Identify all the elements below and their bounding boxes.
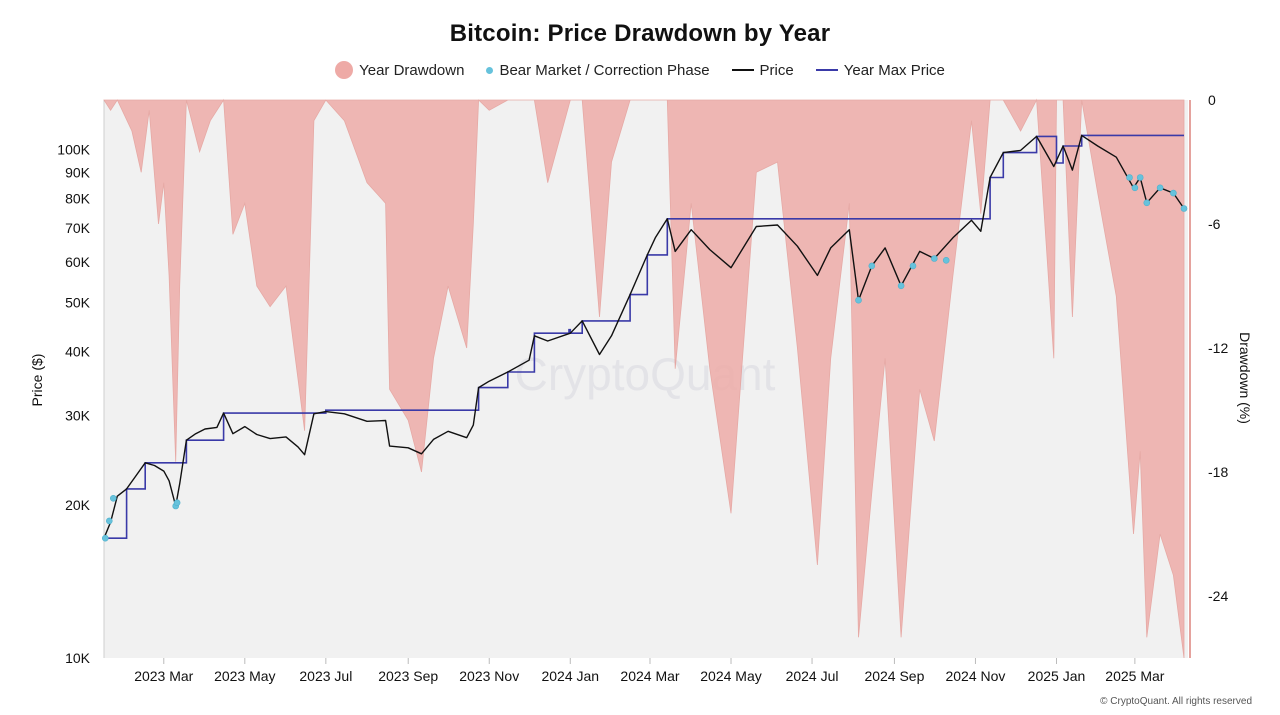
y-right-tick-label: 0: [1208, 92, 1216, 108]
x-tick-label: 2023 Sep: [378, 668, 438, 684]
y-left-tick-label: 20K: [65, 497, 91, 513]
x-tick-label: 2025 Jan: [1028, 668, 1086, 684]
bear-market-swatch-icon: [486, 66, 494, 74]
legend-label: Year Drawdown: [359, 61, 465, 79]
x-tick-label: 2023 Nov: [459, 668, 519, 684]
legend-label: Price: [759, 61, 794, 79]
price-line: [103, 134, 1185, 539]
bear-market-point: [930, 255, 938, 262]
y-left-tick-label: 30K: [65, 407, 91, 423]
y-left-tick-label: 70K: [65, 220, 91, 236]
x-tick-label: 2025 Mar: [1105, 668, 1164, 684]
y-left-tick-label: 60K: [65, 254, 91, 270]
x-tick-label: 2023 Mar: [134, 668, 193, 684]
bear-market-point: [1143, 199, 1151, 207]
x-tick-label: 2023 May: [214, 668, 275, 684]
bear-market-point: [855, 296, 862, 304]
x-tick-label: 2024 Sep: [864, 668, 924, 684]
x-tick-label: 2024 May: [700, 668, 761, 684]
bear-market-point: [942, 256, 950, 264]
y-right-tick-label: -6: [1208, 216, 1221, 232]
x-tick-label: 2024 Nov: [945, 668, 1005, 684]
y-left-tick-label: 10K: [65, 650, 91, 666]
y-left-tick-label: 100K: [57, 141, 90, 157]
copyright-credit: © CryptoQuant. All rights reserved: [1100, 696, 1252, 707]
x-ticks: 2023 Mar 2023 May 2023 Jul 2023 Sep 2023 Nov…: [134, 658, 1165, 684]
bear-market-point: [102, 534, 109, 542]
bear-market-point: [1126, 174, 1133, 181]
bear-market-point: [110, 494, 117, 502]
y-left-tick-label: 50K: [65, 294, 91, 310]
legend-label: Bear Market / Correction Phase: [499, 61, 710, 79]
y-left-tick-label: 80K: [65, 191, 91, 207]
bear-market-point: [106, 517, 113, 525]
x-tick-label: 2023 Jul: [299, 668, 352, 684]
x-tick-label: 2024 Jan: [541, 668, 599, 684]
price-swatch-icon: [731, 69, 754, 71]
bear-market-point: [1180, 205, 1188, 212]
y-left-tick-label: 90K: [65, 165, 91, 181]
y-right-axis-label: Drawdown (%): [1237, 332, 1253, 424]
bear-market-point: [909, 262, 917, 270]
y-right-ticks: 0 -6 -12 -18 -24: [1208, 92, 1228, 604]
legend: Year Drawdown Bear Market / Correction P…: [0, 61, 1280, 79]
x-tick-label: 2024 Jul: [786, 668, 839, 684]
legend-label: Year Max Price: [843, 61, 945, 79]
year-drawdown-swatch-icon: [335, 61, 354, 79]
x-tick-label: 2024 Mar: [620, 668, 679, 684]
legend-item-bear-market[interactable]: Bear Market / Correction Phase: [486, 61, 710, 79]
legend-item-price[interactable]: Price: [731, 61, 794, 79]
y-right-tick-label: -12: [1208, 340, 1228, 356]
year-max-swatch-icon: [815, 69, 838, 71]
y-left-axis-label: Price ($): [29, 354, 45, 407]
y-right-tick-label: -24: [1208, 588, 1228, 604]
bear-points-group: [102, 174, 1188, 542]
y-left-ticks: 10K 20K 30K 40K 50K 60K 70K 80K 90K 100K: [57, 141, 90, 666]
year-drawdown-area: [103, 98, 1185, 659]
bear-market-point: [1136, 174, 1144, 181]
price-lines-group: [103, 134, 1185, 539]
bear-market-point: [173, 499, 181, 507]
legend-item-year-max-price[interactable]: Year Max Price: [815, 61, 945, 79]
drawdown-area-group: [103, 98, 1185, 659]
bear-market-point: [1156, 184, 1164, 192]
y-left-tick-label: 40K: [65, 344, 91, 360]
y-right-tick-label: -18: [1208, 464, 1228, 480]
chart-title: Bitcoin: Price Drawdown by Year: [449, 20, 831, 47]
bear-market-point: [868, 262, 876, 270]
bear-market-point: [897, 282, 905, 290]
year-max-price-line: [104, 134, 1184, 539]
legend-item-year-drawdown[interactable]: Year Drawdown: [335, 61, 464, 79]
bear-market-point: [1131, 184, 1139, 192]
bear-market-point: [1170, 189, 1177, 197]
